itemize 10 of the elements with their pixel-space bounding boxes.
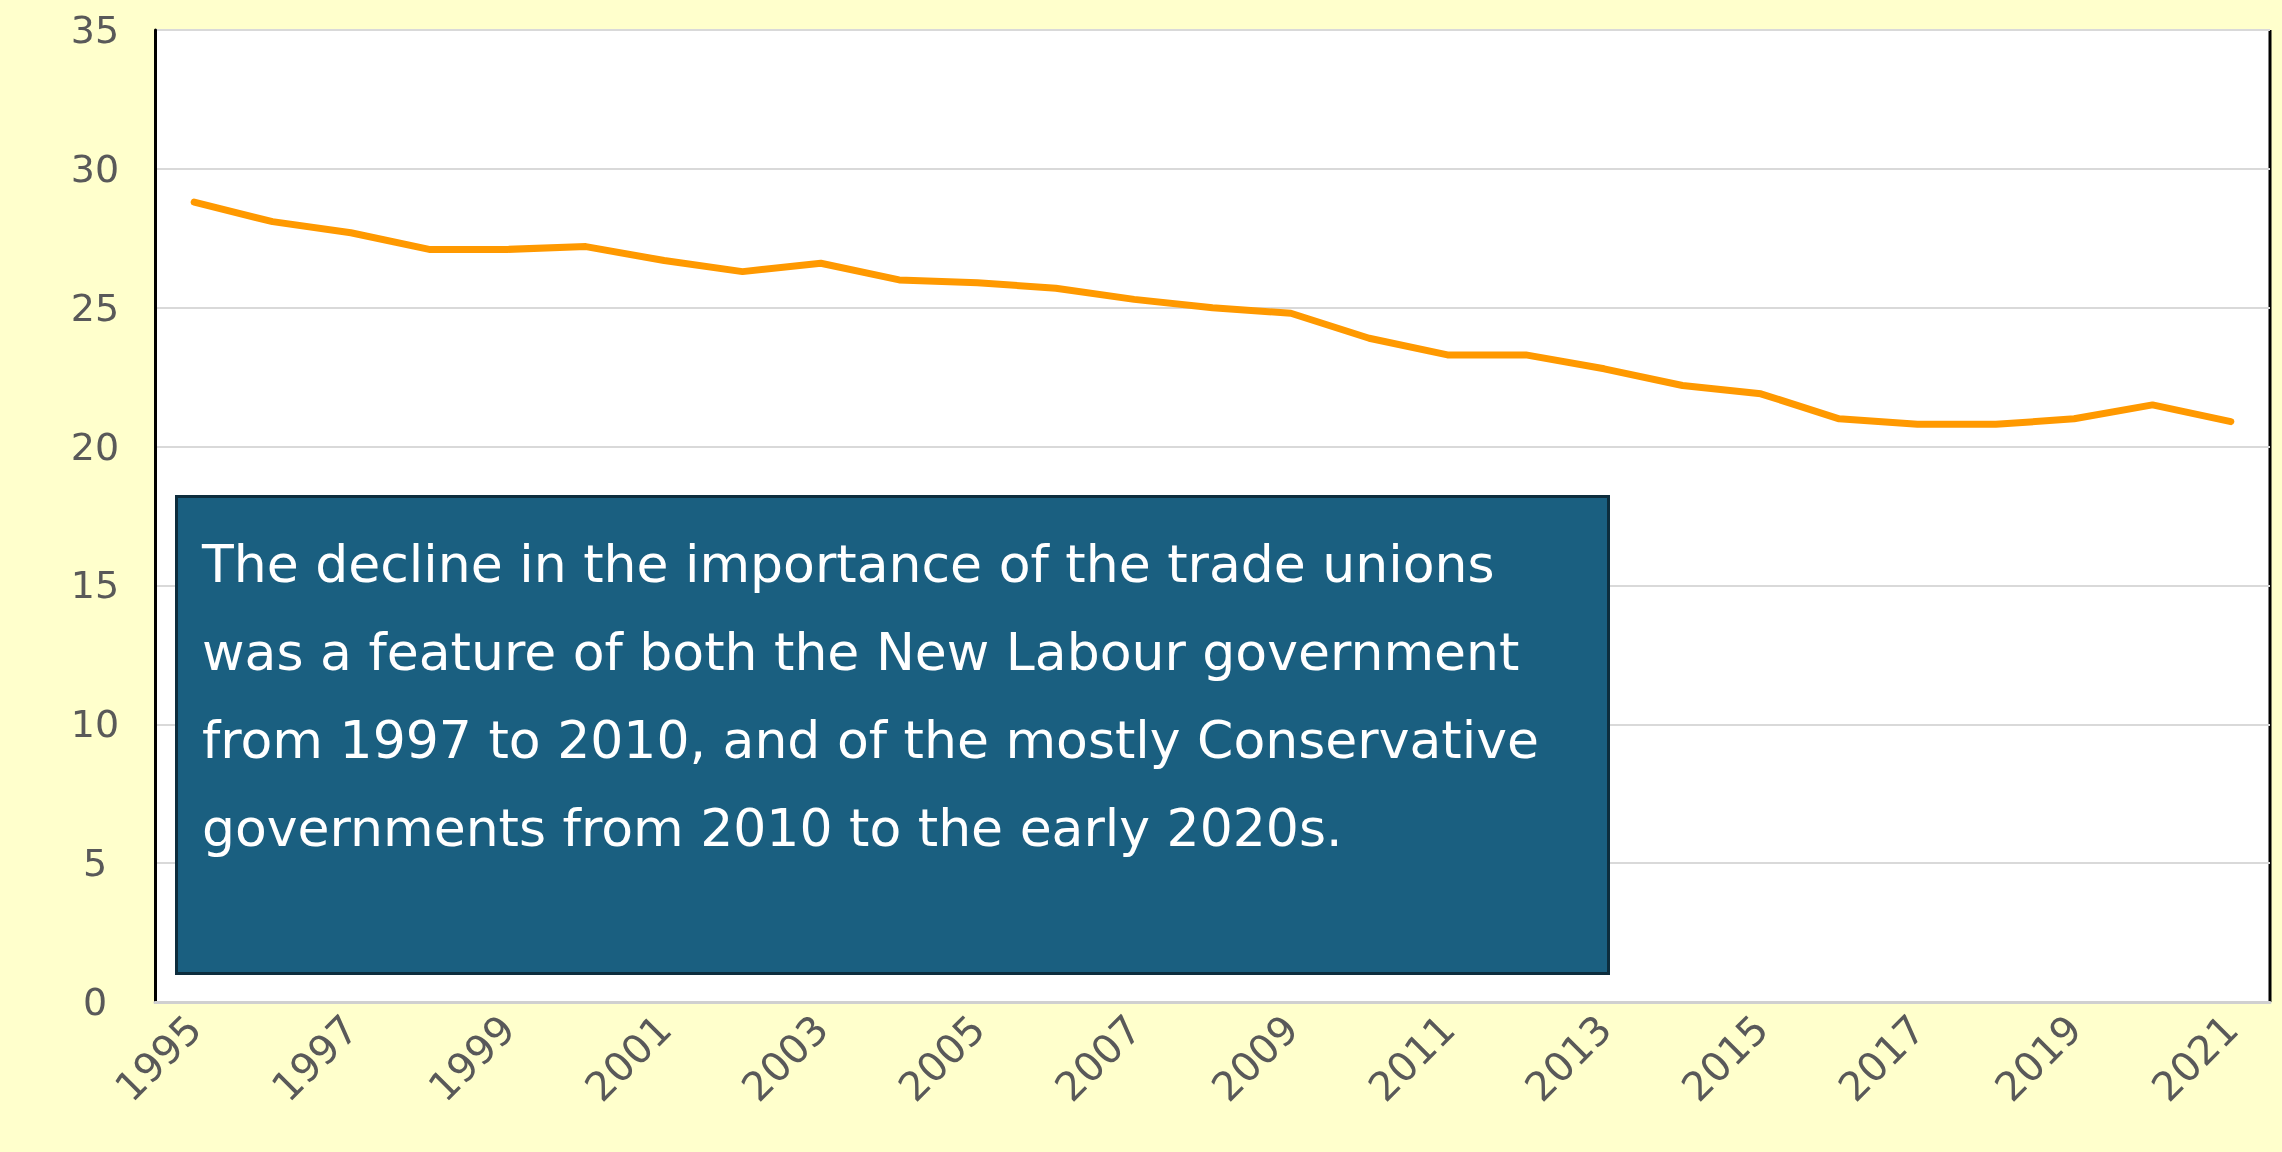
y-tick-label: 15 [70, 563, 120, 608]
y-tick-label: 20 [70, 424, 120, 469]
y-tick-label: 0 [82, 980, 108, 1024]
y-tick-label: 30 [70, 146, 120, 191]
y-tick-label: 10 [70, 702, 120, 747]
y-tick-label: 25 [70, 285, 120, 330]
y-tick-label: 5 [82, 841, 108, 886]
annotation: The decline in the importance of the trade unions was a feature of both the New Labour government from 1997 to 2010, and of the mostly Conservative governments from 2010 to the early 2020s. [202, 533, 1540, 860]
y-tick-label: 35 [70, 8, 120, 52]
note-box: The decline in the importance of the trade unions was a feature of both the New Labour government from 1997 to 2010, and of the mostly Conservative governments from 2010 to the early 2020s. [175, 495, 1610, 975]
